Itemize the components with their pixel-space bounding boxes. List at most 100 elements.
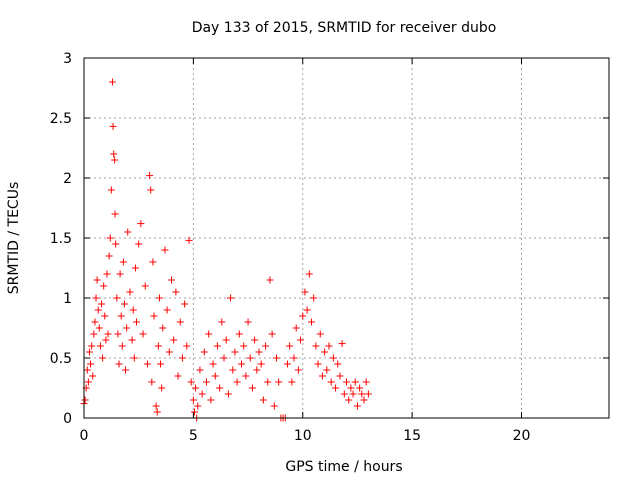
data-point xyxy=(336,372,344,380)
data-point xyxy=(347,384,355,392)
data-point xyxy=(316,330,324,338)
data-point xyxy=(118,342,126,350)
data-point xyxy=(158,384,166,392)
data-point xyxy=(308,318,315,326)
data-point xyxy=(242,372,250,380)
data-point xyxy=(93,276,101,284)
data-point xyxy=(103,270,111,278)
data-point xyxy=(129,306,137,314)
data-point xyxy=(264,378,272,386)
data-point xyxy=(235,330,243,338)
data-point xyxy=(329,354,337,362)
data-point xyxy=(218,318,226,326)
data-point xyxy=(318,372,326,380)
data-point xyxy=(150,312,158,320)
y-tick-label: 2.5 xyxy=(50,111,72,127)
data-point xyxy=(233,378,241,386)
data-point xyxy=(113,294,121,302)
data-point xyxy=(198,390,206,398)
data-point xyxy=(196,366,204,374)
data-point xyxy=(109,122,117,130)
data-point xyxy=(165,348,173,356)
y-tick-label: 3 xyxy=(63,51,72,67)
data-point xyxy=(85,348,93,356)
data-point xyxy=(273,354,280,362)
data-point xyxy=(98,300,105,308)
data-point xyxy=(91,318,99,326)
data-point xyxy=(111,210,119,218)
data-point xyxy=(159,324,167,332)
data-point xyxy=(349,390,357,398)
data-point xyxy=(323,366,331,374)
data-point xyxy=(84,378,92,386)
data-point xyxy=(92,294,100,302)
data-point xyxy=(131,264,139,272)
data-point xyxy=(105,252,113,260)
data-point xyxy=(358,390,366,398)
data-point xyxy=(255,348,263,356)
data-point xyxy=(222,336,230,344)
data-point xyxy=(123,324,131,332)
data-point xyxy=(224,390,232,398)
data-point xyxy=(143,360,151,368)
data-point xyxy=(168,276,175,284)
data-point xyxy=(94,306,102,314)
data-point xyxy=(362,378,370,386)
data-point xyxy=(305,270,313,278)
data-point xyxy=(104,330,112,338)
data-point xyxy=(99,354,107,362)
data-point xyxy=(297,336,305,344)
data-point xyxy=(90,330,98,338)
axis-tick-labels: 0 5 10 15 20 0 0.5 1 1.5 2 2.5 3 xyxy=(50,51,531,444)
data-point xyxy=(213,342,221,350)
data-point xyxy=(325,342,333,350)
data-point xyxy=(161,246,169,254)
data-point xyxy=(216,384,224,392)
data-point xyxy=(81,396,89,404)
data-point xyxy=(114,330,122,338)
data-point xyxy=(220,354,228,362)
data-point xyxy=(270,402,278,410)
data-point xyxy=(187,378,195,386)
data-point xyxy=(257,360,265,368)
data-point xyxy=(251,336,259,344)
x-tick-label: 15 xyxy=(403,428,421,444)
data-point xyxy=(246,354,254,362)
data-point xyxy=(122,366,130,374)
data-point xyxy=(290,354,298,362)
data-point xyxy=(149,258,157,266)
y-tick-label: 1 xyxy=(63,291,72,307)
data-point xyxy=(332,384,340,392)
data-point xyxy=(194,402,202,410)
y-axis-label: SRMTID / TECUs xyxy=(6,182,22,295)
data-point xyxy=(253,366,261,374)
data-point xyxy=(133,318,140,326)
data-point xyxy=(314,360,322,368)
data-point xyxy=(227,294,235,302)
data-point xyxy=(259,396,267,404)
data-point xyxy=(286,342,294,350)
x-axis-label: GPS time / hours xyxy=(285,459,402,475)
data-point xyxy=(192,384,200,392)
data-point xyxy=(153,408,161,416)
data-point xyxy=(248,384,256,392)
data-point xyxy=(200,348,208,356)
data-point xyxy=(343,378,350,386)
data-point xyxy=(147,186,155,194)
data-point xyxy=(141,282,149,290)
data-point xyxy=(205,330,213,338)
data-point xyxy=(89,372,97,380)
data-point xyxy=(207,396,215,404)
data-point xyxy=(95,324,103,332)
data-point xyxy=(238,360,245,368)
data-point xyxy=(183,342,191,350)
data-point xyxy=(163,306,171,314)
data-point xyxy=(128,336,136,344)
data-point xyxy=(340,390,348,398)
data-point xyxy=(209,360,217,368)
data-point xyxy=(327,378,335,386)
data-point xyxy=(299,312,307,320)
y-tick-label: 1.5 xyxy=(50,231,72,247)
data-point xyxy=(155,294,163,302)
data-point xyxy=(292,324,300,332)
